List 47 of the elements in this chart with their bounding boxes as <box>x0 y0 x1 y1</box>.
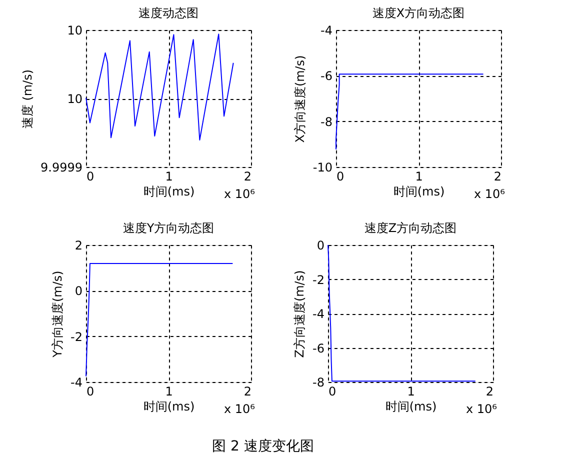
x-axis-title: 时间(ms) <box>143 400 195 414</box>
y-tick-label: -2 <box>312 272 324 287</box>
y-tick-label: -4 <box>320 24 332 38</box>
y-tick-label: 0 <box>74 284 82 298</box>
y-axis-title: 速度 (m/s) <box>20 69 35 129</box>
x-tick-label: 1 <box>165 170 173 184</box>
x-tick-label: 2 <box>486 384 494 398</box>
text: x 10⁶ <box>224 402 256 416</box>
text: x 10⁶ <box>474 187 506 201</box>
y-tick-label: -4 <box>312 307 324 321</box>
y-axis-title: Y方向速度(m/s) <box>50 270 65 358</box>
y-tick-label: 2 <box>74 238 82 252</box>
text: x 10⁶ <box>466 402 498 416</box>
y-tick-label: -6 <box>312 341 324 356</box>
chart-title: 速度Z方向动态图 <box>364 221 457 235</box>
y-tick-label: 0 <box>316 238 324 252</box>
x-tick-label: 1 <box>415 170 423 184</box>
y-axis-title: Z方向速度(m/s) <box>292 270 307 358</box>
x-axis-title: 时间(ms) <box>393 184 445 198</box>
x-tick-label: 0 <box>86 384 94 398</box>
y-tick-label: -8 <box>312 376 324 390</box>
line-series <box>336 74 484 150</box>
x-tick-label: 0 <box>336 170 344 184</box>
x-tick-label: 0 <box>86 170 94 184</box>
y-tick-label: -6 <box>320 69 332 84</box>
y-axis-title: X方向速度(m/s) <box>292 55 307 143</box>
x-axis-title: 时间(ms) <box>385 400 437 414</box>
chart-title: 速度X方向动态图 <box>372 6 465 20</box>
y-tick-label: 9.9999 <box>40 160 82 174</box>
y-tick-label: -2 <box>70 330 82 344</box>
chart-title: 速度动态图 <box>138 6 198 20</box>
x-axis-title: 时间(ms) <box>143 184 195 198</box>
y-tick-label: 10 <box>67 92 82 106</box>
chart-title: 速度Y方向动态图 <box>122 221 214 235</box>
x-tick-label: 1 <box>407 384 415 398</box>
y-tick-label: -10 <box>312 160 332 174</box>
line-series <box>86 262 234 377</box>
y-tick-label: -8 <box>320 114 332 129</box>
y-tick-label: 10 <box>67 24 82 38</box>
x-tick-label: 2 <box>244 170 252 184</box>
x-tick-label: 2 <box>244 384 252 398</box>
line-series <box>86 34 234 141</box>
text: x 10⁶ <box>224 187 256 201</box>
caption: 图 2 速度变化图 <box>212 438 314 454</box>
x-tick-label: 1 <box>165 384 173 398</box>
x-tick-label: 2 <box>494 170 502 184</box>
y-tick-label: -4 <box>70 376 82 390</box>
